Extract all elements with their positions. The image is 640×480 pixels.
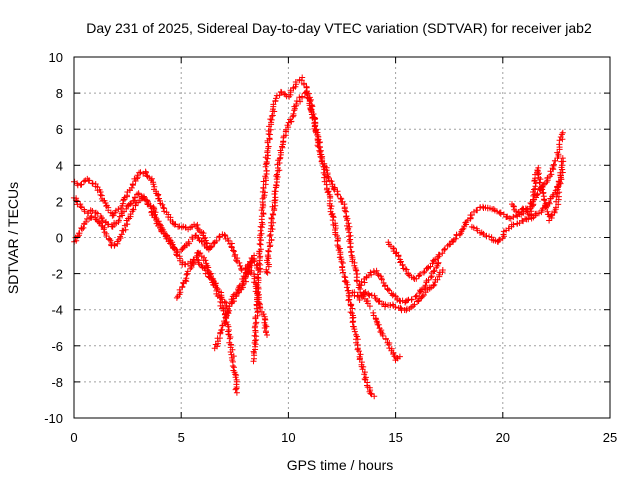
x-tick-label: 0: [70, 430, 77, 445]
x-tick-label: 15: [388, 430, 402, 445]
x-axis-label: GPS time / hours: [287, 457, 394, 473]
y-tick-label: 8: [56, 86, 63, 101]
data-point-markers: [370, 309, 403, 364]
data-layer: [70, 74, 567, 400]
y-tick-label: 4: [56, 158, 63, 173]
data-point-markers: [173, 249, 240, 396]
data-point-markers: [385, 129, 566, 282]
data-series: [509, 155, 567, 224]
data-point-markers: [358, 259, 442, 306]
data-series: [385, 129, 566, 282]
data-series: [263, 89, 378, 400]
data-point-markers: [349, 267, 446, 314]
y-axis-label: SDTVAR / TECUs: [5, 182, 21, 294]
x-tick-label: 5: [178, 430, 185, 445]
y-tick-label: -10: [44, 411, 63, 426]
data-series: [358, 259, 442, 306]
y-tick-label: -8: [51, 375, 63, 390]
grid: [74, 57, 610, 418]
x-tick-label: 20: [496, 430, 510, 445]
axis-ticks: 0 5 10 15 20 25 -10 -8 -6 -4 -2 0 2 4 6 8 10: [44, 50, 617, 445]
y-tick-label: -6: [51, 339, 63, 354]
data-series: [148, 209, 258, 274]
data-series: [349, 267, 446, 314]
data-point-markers: [509, 155, 567, 224]
x-tick-label: 25: [603, 430, 617, 445]
y-tick-label: 2: [56, 194, 63, 209]
y-tick-label: 6: [56, 122, 63, 137]
y-tick-label: -2: [51, 267, 63, 282]
y-tick-label: 10: [49, 50, 63, 65]
y-tick-label: -4: [51, 303, 63, 318]
data-series: [370, 309, 403, 364]
x-tick-label: 10: [281, 430, 295, 445]
data-point-markers: [148, 209, 258, 274]
chart-title: Day 231 of 2025, Sidereal Day-to-day VTE…: [86, 20, 592, 36]
data-series: [173, 249, 240, 396]
y-tick-label: 0: [56, 231, 63, 246]
data-point-markers: [263, 89, 378, 400]
